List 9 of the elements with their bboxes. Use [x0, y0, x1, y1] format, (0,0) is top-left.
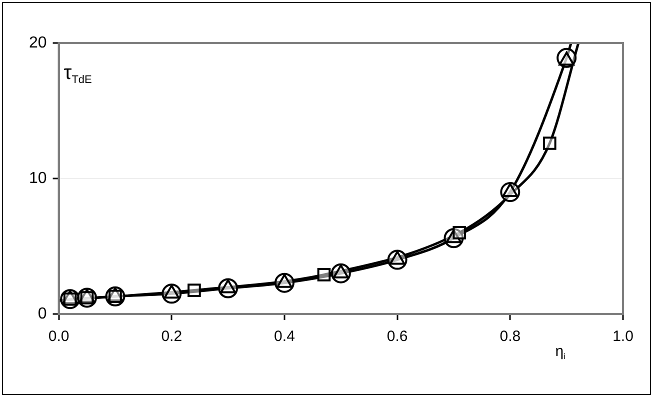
y-tick-label: 10 [29, 170, 47, 187]
y-tick-label: 20 [29, 34, 47, 52]
x-tick-label: 0.0 [48, 328, 70, 346]
x-tick-label: 0.8 [500, 328, 521, 346]
x-tick-label: 0.6 [386, 328, 408, 346]
x-tick-label: 1.0 [612, 328, 634, 346]
x-tick-label: 0.2 [161, 328, 182, 346]
x-tick-label: 0.4 [274, 328, 295, 346]
y-tick-label: 0 [38, 305, 47, 322]
